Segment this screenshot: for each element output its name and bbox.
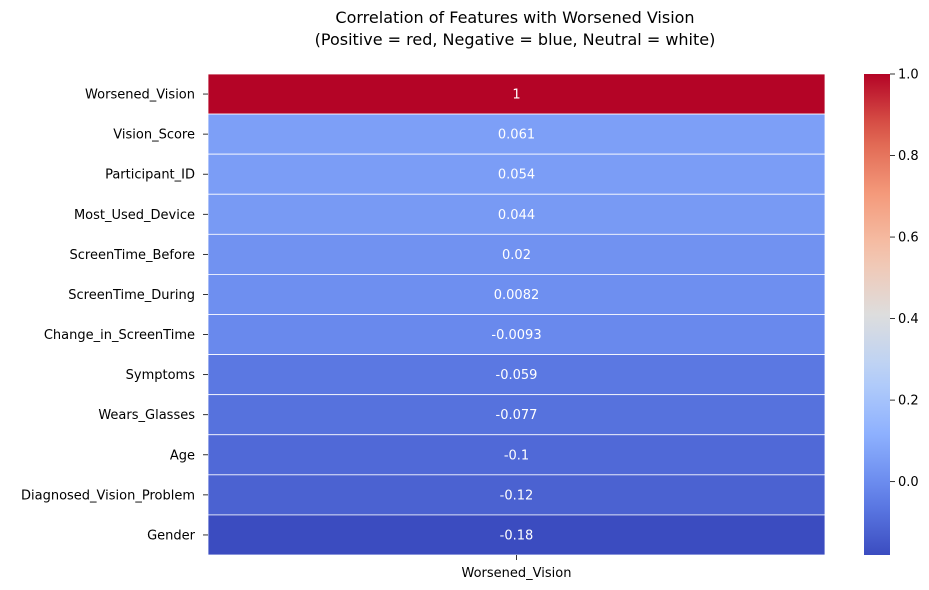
y-axis-labels: Worsened_Vision Vision_Score Participant_I… — [21, 88, 208, 543]
cell-annotation: 1 — [512, 88, 520, 103]
colorbar: 0.0 0.2 0.4 0.6 0.8 1.0 — [864, 68, 919, 555]
heatmap-cell — [207, 274, 826, 315]
y-tick-label: ScreenTime_During — [68, 288, 195, 303]
colorbar-tick-label: 1.0 — [898, 68, 919, 83]
heatmap-cell — [207, 153, 826, 195]
colorbar-tick-label: 0.4 — [898, 312, 919, 327]
cell-annotation: -0.12 — [500, 488, 534, 503]
y-tick-label: Vision_Score — [113, 128, 195, 143]
cell-annotation: 0.044 — [498, 208, 535, 223]
cell-annotation: 0.02 — [502, 248, 531, 263]
x-axis: Worsened_Vision — [462, 555, 572, 581]
heatmap-cell — [207, 73, 826, 115]
heatmap-cells: 1 0.061 0.054 0.044 0.02 0.0082 -0.0093 -0.059 -… — [207, 73, 826, 556]
colorbar-tick-label: 0.2 — [898, 394, 919, 409]
heatmap-cell — [207, 233, 826, 275]
cell-annotation: -0.0093 — [491, 328, 541, 343]
y-tick-label: Wears_Glasses — [98, 408, 195, 423]
chart-title-line2: (Positive = red, Negative = blue, Neutra… — [315, 30, 716, 49]
cell-annotation: -0.18 — [500, 528, 534, 543]
y-tick-label: ScreenTime_Before — [69, 248, 195, 263]
heatmap-cell — [207, 113, 826, 155]
y-tick-label: Most_Used_Device — [74, 208, 195, 223]
y-tick-label: Diagnosed_Vision_Problem — [21, 488, 195, 503]
cell-annotation: 0.0082 — [494, 288, 540, 303]
y-tick-label: Worsened_Vision — [85, 88, 195, 103]
colorbar-tick-label: 0.8 — [898, 149, 919, 164]
x-tick-label: Worsened_Vision — [462, 566, 572, 581]
heatmap-cell — [207, 193, 826, 235]
cell-annotation: 0.061 — [498, 128, 535, 143]
heatmap-cell — [207, 474, 826, 516]
y-tick-label: Gender — [147, 528, 196, 543]
y-tick-label: Participant_ID — [105, 168, 195, 183]
heatmap-cell — [207, 434, 826, 476]
y-tick-label: Change_in_ScreenTime — [44, 328, 195, 343]
cell-annotation: 0.054 — [498, 168, 535, 183]
chart-title-line1: Correlation of Features with Worsened Vi… — [335, 8, 694, 27]
cell-annotation: -0.077 — [496, 408, 538, 423]
colorbar-tick-label: 0.0 — [898, 475, 919, 490]
colorbar-gradient — [864, 74, 890, 555]
y-tick-label: Symptoms — [126, 368, 196, 383]
colorbar-tick-label: 0.6 — [898, 231, 919, 246]
cell-annotation: -0.1 — [504, 448, 529, 463]
cell-annotation: -0.059 — [496, 368, 538, 383]
y-tick-label: Age — [170, 448, 195, 463]
heatmap-cell — [207, 514, 826, 556]
